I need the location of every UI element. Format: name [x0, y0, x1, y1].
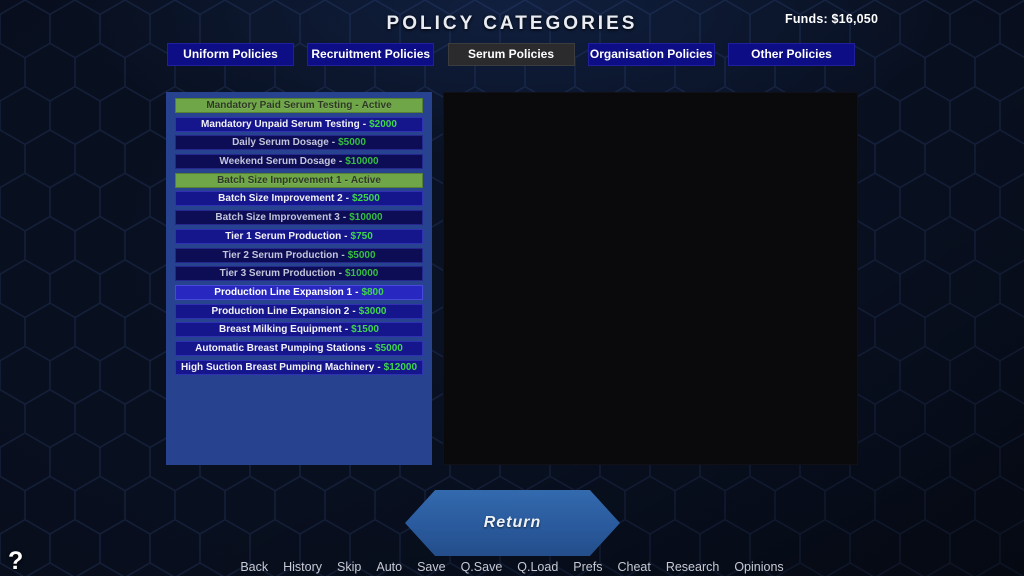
tab-recruitment-policies[interactable]: Recruitment Policies: [307, 43, 435, 66]
policy-item-high-suction-breast-pumping-machinery[interactable]: High Suction Breast Pumping Machinery - $1…: [175, 359, 423, 375]
policy-item-tier-2-serum-production[interactable]: Tier 2 Serum Production - $5000: [175, 247, 423, 263]
return-button[interactable]: Return: [405, 490, 620, 556]
policy-item-automatic-breast-pumping-stations[interactable]: Automatic Breast Pumping Stations - $5000: [175, 340, 423, 356]
quickmenu-auto[interactable]: Auto: [376, 560, 403, 574]
funds-display: Funds: $16,050: [785, 12, 879, 26]
quickmenu-history[interactable]: History: [283, 560, 323, 574]
policy-item-breast-milking-equipment[interactable]: Breast Milking Equipment - $1500: [175, 322, 423, 338]
help-icon[interactable]: ?: [8, 547, 24, 575]
tab-organisation-policies[interactable]: Organisation Policies: [587, 43, 715, 66]
quick-menu: Back History Skip Auto Save Q.Save Q.Loa…: [0, 560, 1024, 574]
policy-item-production-line-expansion-2[interactable]: Production Line Expansion 2- $3000: [175, 303, 423, 319]
quickmenu-qload[interactable]: Q.Load: [517, 560, 559, 574]
tab-uniform-policies[interactable]: Uniform Policies: [167, 43, 294, 66]
policy-item-batch-size-improvement-1[interactable]: Batch Size Improvement 1- Active: [175, 172, 423, 188]
quickmenu-cheat[interactable]: Cheat: [617, 560, 651, 574]
quickmenu-research[interactable]: Research: [665, 560, 720, 574]
quickmenu-qsave[interactable]: Q.Save: [460, 560, 503, 574]
policy-item-tier-1-serum-production[interactable]: Tier 1 Serum Production - $750: [175, 228, 423, 244]
policy-item-batch-size-improvement-3[interactable]: Batch Size Improvement 3- $10000: [175, 210, 423, 226]
quickmenu-skip[interactable]: Skip: [337, 560, 362, 574]
policy-list: Mandatory Paid Serum Testing - Active Mand…: [166, 92, 432, 375]
policy-category-tab-bar: Uniform Policies Recruitment Policies Se…: [167, 43, 855, 66]
policy-item-production-line-expansion-1[interactable]: Production Line Expansion 1- $800: [175, 284, 423, 300]
policy-detail-panel: [443, 92, 858, 465]
policy-item-batch-size-improvement-2[interactable]: Batch Size Improvement 2- $2500: [175, 191, 423, 207]
quickmenu-save[interactable]: Save: [417, 560, 446, 574]
quickmenu-opinions[interactable]: Opinions: [734, 560, 784, 574]
tab-other-policies[interactable]: Other Policies: [728, 43, 855, 66]
tab-serum-policies[interactable]: Serum Policies: [447, 43, 575, 66]
quickmenu-prefs[interactable]: Prefs: [573, 560, 603, 574]
policy-item-mandatory-unpaid-serum-testing[interactable]: Mandatory Unpaid Serum Testing - $2000: [175, 116, 423, 132]
policy-item-mandatory-paid-serum-testing[interactable]: Mandatory Paid Serum Testing - Active: [175, 98, 423, 113]
return-button-label: Return: [483, 514, 542, 531]
policy-item-daily-serum-dosage[interactable]: Daily Serum Dosage - $5000: [175, 135, 423, 151]
page-title: Policy Categories: [386, 13, 638, 34]
policy-list-panel: Mandatory Paid Serum Testing - Active Mand…: [166, 92, 432, 465]
policy-item-tier-3-serum-production[interactable]: Tier 3 Serum Production - $10000: [175, 266, 423, 282]
policy-item-weekend-serum-dosage[interactable]: Weekend Serum Dosage - $10000: [175, 154, 423, 170]
quickmenu-back[interactable]: Back: [240, 560, 269, 574]
